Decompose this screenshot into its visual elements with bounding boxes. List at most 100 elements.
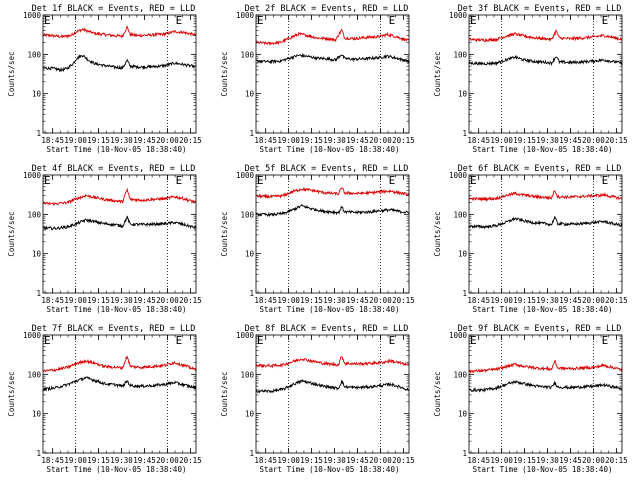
x-tick-label: 20:00	[582, 136, 605, 145]
x-tick-label: 19:15	[87, 296, 110, 305]
y-tick-label: 1000	[449, 171, 468, 180]
y-tick-label: 10	[32, 250, 42, 259]
chart-title: Det 3f BLACK = Events, RED = LLD	[458, 4, 622, 14]
plot-frame	[42, 334, 197, 454]
y-tick-label: 100	[240, 210, 254, 219]
event-marker: E	[470, 14, 477, 27]
event-marker: E	[176, 174, 183, 187]
event-marker: E	[470, 174, 477, 187]
chart-title: Det 9f BLACK = Events, RED = LLD	[458, 324, 622, 334]
plot-frame	[468, 174, 623, 294]
chart-title: Det 4f BLACK = Events, RED = LLD	[32, 164, 196, 174]
x-tick-label: 18:45	[41, 456, 64, 465]
series-line-lld	[255, 28, 410, 46]
y-tick-label: 1	[462, 289, 467, 298]
event-marker: E	[44, 14, 51, 27]
event-marker: E	[389, 334, 396, 347]
x-tick-label: 19:45	[559, 456, 582, 465]
x-tick-label: 19:00	[490, 136, 513, 145]
x-tick-label: 19:15	[87, 136, 110, 145]
x-tick-label: 20:15	[605, 136, 628, 145]
y-axis-label: Counts/sec	[433, 211, 442, 256]
series-line-events	[42, 376, 197, 392]
plot-frame	[255, 174, 410, 294]
y-axis-label: Counts/sec	[433, 51, 442, 96]
y-tick-label: 10	[32, 90, 42, 99]
x-tick-label: 20:00	[156, 296, 179, 305]
x-tick-label: 18:45	[467, 136, 490, 145]
x-tick-label: 19:45	[346, 456, 369, 465]
y-axis-label: Counts/sec	[220, 371, 229, 416]
plot-frame	[255, 14, 410, 134]
x-tick-label: 19:45	[346, 296, 369, 305]
y-tick-label: 10	[32, 410, 42, 419]
x-tick-label: 19:00	[490, 296, 513, 305]
y-axis-label: Counts/sec	[220, 211, 229, 256]
series-line-lld	[255, 356, 410, 369]
y-tick-label: 10	[458, 410, 468, 419]
y-tick-label: 10	[458, 90, 468, 99]
x-tick-label: 20:00	[156, 456, 179, 465]
x-tick-label: 20:15	[392, 456, 415, 465]
series-line-lld	[42, 187, 197, 206]
x-tick-label: 19:15	[513, 296, 536, 305]
y-tick-label: 1	[249, 129, 254, 138]
x-tick-label: 20:15	[179, 136, 202, 145]
x-tick-label: 19:45	[346, 136, 369, 145]
x-tick-label: 19:00	[490, 456, 513, 465]
x-tick-label: 19:30	[110, 456, 133, 465]
x-tick-label: 19:30	[536, 136, 559, 145]
x-tick-label: 19:15	[513, 456, 536, 465]
x-tick-label: 19:00	[277, 136, 300, 145]
chart-title: Det 7f BLACK = Events, RED = LLD	[32, 324, 196, 334]
x-axis-label: Start Time (10-Nov-05 18:38:40)	[47, 145, 187, 154]
x-tick-label: 19:45	[133, 136, 156, 145]
x-axis-label: Start Time (10-Nov-05 18:38:40)	[473, 145, 613, 154]
y-tick-label: 1	[462, 449, 467, 458]
event-marker: E	[470, 334, 477, 347]
y-axis-label: Counts/sec	[7, 371, 16, 416]
x-axis-label: Start Time (10-Nov-05 18:38:40)	[473, 465, 613, 474]
y-tick-label: 10	[245, 410, 255, 419]
x-tick-label: 18:45	[254, 136, 277, 145]
y-tick-label: 1000	[23, 11, 42, 20]
event-marker: E	[389, 174, 396, 187]
y-tick-label: 10	[245, 250, 255, 259]
series-line-events	[468, 216, 623, 230]
series-line-lld	[468, 359, 623, 374]
y-axis-label: Counts/sec	[7, 51, 16, 96]
y-tick-label: 100	[453, 50, 467, 59]
x-tick-label: 20:15	[179, 456, 202, 465]
x-tick-label: 19:15	[513, 136, 536, 145]
x-axis-label: Start Time (10-Nov-05 18:38:40)	[473, 305, 613, 314]
y-tick-label: 100	[240, 370, 254, 379]
y-axis-label: Counts/sec	[433, 371, 442, 416]
y-tick-label: 100	[27, 210, 41, 219]
x-tick-label: 18:45	[254, 456, 277, 465]
y-tick-label: 1000	[23, 171, 42, 180]
x-tick-label: 19:30	[110, 296, 133, 305]
event-marker: E	[257, 174, 264, 187]
y-tick-label: 1	[36, 289, 41, 298]
x-tick-label: 19:45	[559, 296, 582, 305]
y-axis-label: Counts/sec	[220, 51, 229, 96]
x-tick-label: 19:00	[64, 296, 87, 305]
event-marker: E	[389, 14, 396, 27]
x-tick-label: 19:15	[300, 136, 323, 145]
chart-title: Det 1f BLACK = Events, RED = LLD	[32, 4, 196, 14]
x-tick-label: 20:15	[392, 136, 415, 145]
x-tick-label: 20:00	[369, 456, 392, 465]
chart-title: Det 2f BLACK = Events, RED = LLD	[245, 4, 409, 14]
y-tick-label: 1000	[449, 11, 468, 20]
series-line-lld	[468, 190, 623, 203]
x-tick-label: 20:00	[582, 296, 605, 305]
y-tick-label: 1000	[23, 331, 42, 340]
event-marker: E	[257, 14, 264, 27]
x-tick-label: 19:15	[300, 456, 323, 465]
